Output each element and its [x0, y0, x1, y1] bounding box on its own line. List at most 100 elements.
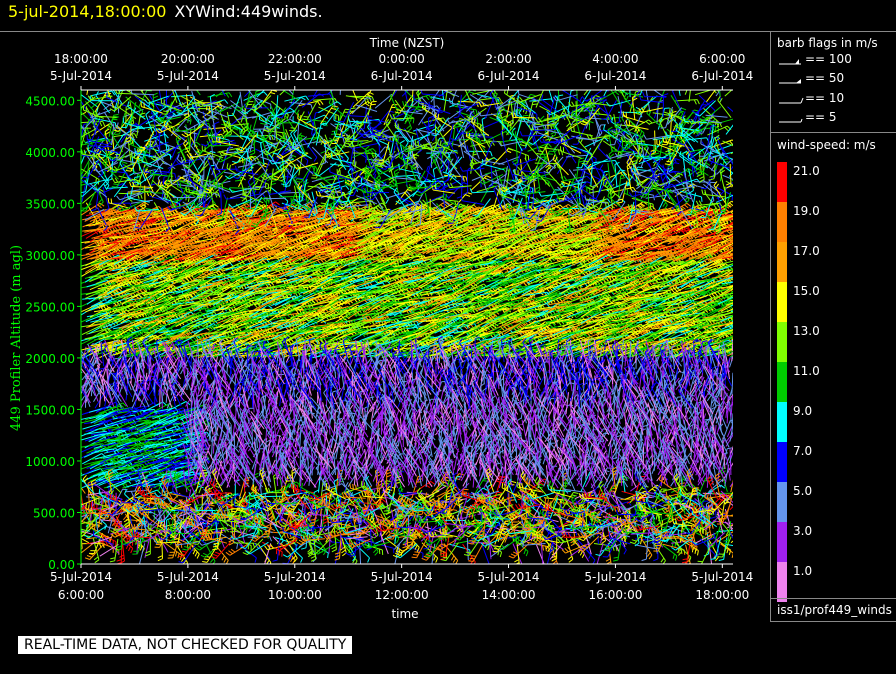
wind-barb-flag — [107, 197, 110, 203]
wind-barb-flag — [98, 326, 104, 331]
wind-barb-flag — [113, 113, 119, 116]
wind-barb-flag — [70, 529, 71, 534]
wind-barb — [84, 375, 96, 397]
wind-barb — [81, 504, 87, 511]
wind-barb-flag — [80, 516, 81, 521]
wind-barb-flag — [109, 493, 112, 499]
wind-barb — [85, 191, 96, 212]
wind-barb — [131, 186, 154, 188]
wind-barb-flag — [189, 119, 192, 125]
wind-barb-flag — [63, 183, 67, 186]
wind-barb-flag — [111, 178, 116, 183]
wind-barb — [81, 174, 86, 179]
wind-barb — [85, 162, 90, 185]
wind-barb-flag — [75, 502, 78, 506]
wind-barb — [90, 226, 113, 232]
wind-barb-flag — [173, 83, 177, 87]
wind-barb — [95, 274, 117, 285]
wind-barb-flag — [84, 477, 89, 482]
wind-barb — [121, 539, 125, 562]
wind-barb-flag — [186, 562, 189, 564]
wind-barb-flag — [180, 542, 183, 548]
wind-barb-flag — [133, 493, 135, 499]
wind-barb-flag — [164, 133, 169, 139]
title-datetime: 5-jul-2014,18:00:00 — [8, 2, 166, 21]
wind-barb-flag — [70, 123, 72, 128]
wind-barb — [81, 443, 101, 453]
wind-barb-flag — [106, 304, 110, 310]
wind-barb — [81, 447, 100, 459]
wind-barb-flag — [85, 503, 87, 509]
wind-barb — [84, 436, 105, 449]
wind-barb-flag — [119, 557, 125, 561]
wind-barb — [93, 265, 114, 278]
wind-barb — [87, 139, 109, 146]
wind-barb — [89, 420, 111, 431]
wind-barb-flag — [129, 172, 135, 176]
wind-barb-flag — [81, 147, 82, 149]
wind-barb — [90, 296, 111, 308]
wind-barb — [85, 255, 106, 266]
wind-barb-flag — [161, 113, 167, 115]
wind-barb-flag — [72, 212, 76, 215]
wind-barb — [93, 413, 114, 425]
wind-barb-flag — [75, 83, 79, 86]
wind-barb-flag — [97, 521, 103, 525]
wind-barb — [95, 531, 117, 543]
wind-barb — [95, 401, 116, 413]
wind-barb-flag — [103, 247, 108, 253]
wind-barb-flag — [178, 555, 184, 558]
wind-barb-flag — [179, 554, 183, 561]
wind-barb — [84, 420, 107, 425]
wind-barb-flag — [181, 550, 187, 553]
wind-barb — [86, 322, 108, 328]
wind-barb-flag — [67, 528, 68, 533]
wind-barb-flag — [74, 474, 77, 478]
wind-barb-flag — [102, 507, 108, 510]
wind-barb-flag — [116, 566, 121, 568]
wind-barb-flag — [104, 540, 109, 546]
wind-barbs — [63, 83, 733, 568]
wind-barb-flag — [81, 191, 86, 194]
wind-barb-flag — [81, 528, 87, 532]
wind-barb-flag — [86, 134, 88, 141]
wind-barb-flag — [107, 327, 112, 332]
wind-barb — [82, 478, 94, 499]
wind-barb-flag — [77, 503, 78, 508]
wind-barb-flag — [98, 198, 103, 204]
wind-barb — [81, 154, 93, 175]
wind-barb-flag — [94, 534, 100, 539]
wind-barb-flag — [191, 193, 197, 198]
wind-barb-flag — [97, 117, 101, 123]
wind-barb — [81, 375, 90, 396]
wind-barb — [81, 514, 88, 518]
wind-barb-flag — [157, 558, 163, 562]
wind-barb-flag — [144, 99, 149, 104]
wind-barb-flag — [117, 317, 122, 323]
plot-title: 5-jul-2014,18:00:00 XYWind:449winds. — [8, 2, 323, 21]
wind-barb — [99, 385, 102, 408]
wind-barb-flag — [89, 371, 94, 377]
wind-barb — [81, 275, 102, 284]
wind-barb — [98, 438, 121, 442]
wind-barb — [94, 448, 117, 452]
wind-barb-flag — [99, 121, 103, 127]
wind-barb-flag — [76, 476, 79, 480]
wind-barb — [81, 252, 103, 257]
wind-barb — [74, 210, 79, 231]
wind-barb-flag — [64, 114, 65, 119]
wind-barb-flag — [101, 541, 106, 546]
wind-barb-flag — [174, 199, 180, 202]
wind-barb — [84, 411, 106, 421]
wind-barb-flag — [107, 84, 111, 87]
wind-barb-flag — [98, 488, 101, 494]
wind-barb-flag — [126, 120, 132, 122]
wind-barb-flag — [94, 559, 100, 564]
wind-barb-flag — [140, 112, 146, 115]
wind-barb — [81, 357, 95, 374]
wind-barb-flag — [99, 201, 104, 206]
wind-barb-flag — [65, 182, 69, 185]
wind-barb — [84, 271, 107, 279]
wind-barb-flag — [183, 546, 190, 549]
wind-barb-flag — [67, 548, 72, 549]
